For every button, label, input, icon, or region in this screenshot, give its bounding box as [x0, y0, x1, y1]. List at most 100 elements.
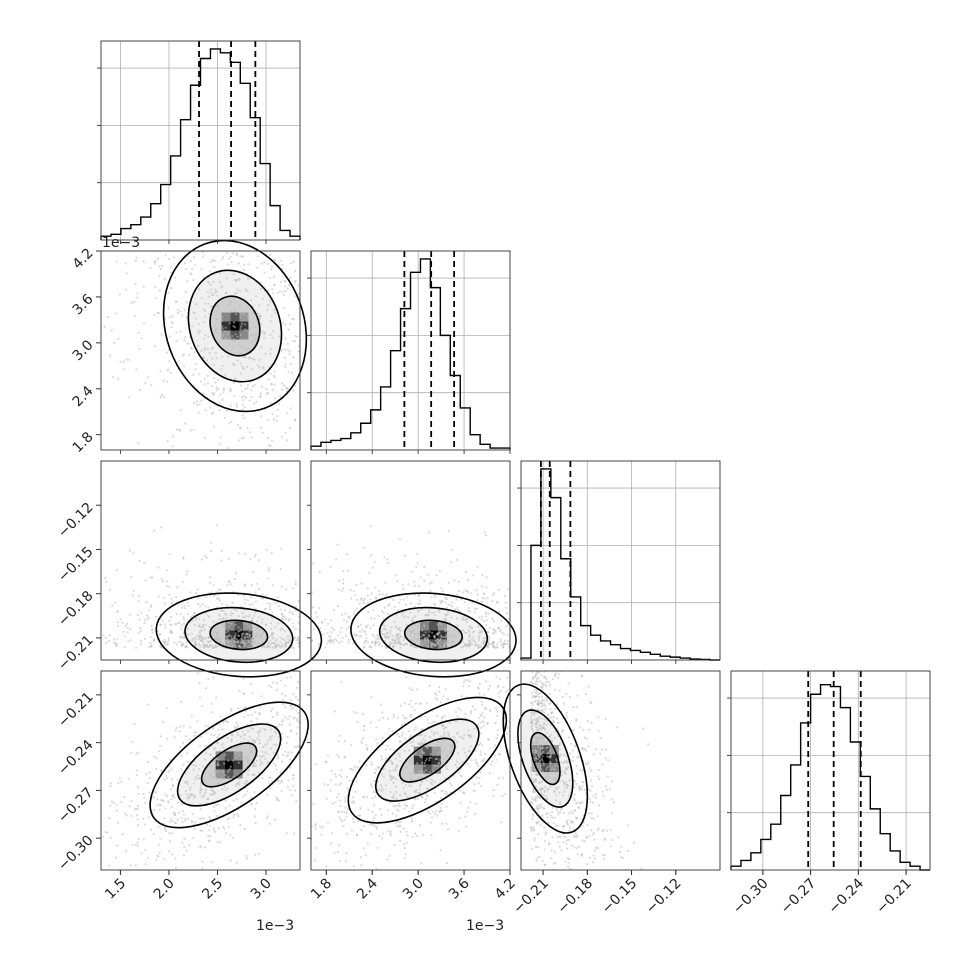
scatter-point [315, 763, 318, 766]
scatter-point [336, 543, 339, 546]
scatter-point [224, 330, 227, 333]
scatter-point [241, 641, 244, 644]
scatter-point [536, 644, 538, 646]
scatter-point [216, 597, 219, 601]
scatter-point [269, 227, 271, 229]
scatter-point [324, 288, 326, 290]
scatter-point [182, 725, 185, 728]
scatter-point [98, 844, 100, 846]
scatter-point [289, 699, 293, 702]
scatter-point [284, 323, 287, 326]
scatter-point [368, 645, 371, 648]
scatter-point [303, 332, 305, 334]
scatter-point [495, 709, 498, 712]
scatter-point [489, 763, 492, 766]
scatter-point [394, 804, 397, 807]
scatter-point [289, 676, 292, 679]
scatter-point [184, 817, 187, 820]
scatter-point [140, 337, 143, 340]
scatter-point [423, 770, 426, 774]
scatter-point [487, 738, 490, 741]
scatter-point [386, 562, 389, 565]
scatter-point [214, 776, 217, 779]
scatter-point [491, 594, 494, 597]
scatter-point [185, 301, 188, 304]
scatter-point [163, 858, 166, 861]
scatter-point [109, 804, 112, 807]
scatter-point [260, 262, 263, 265]
scatter-point [348, 635, 350, 637]
scatter-point [364, 640, 367, 643]
scatter-point [546, 661, 548, 663]
scatter-point [155, 858, 158, 861]
scatter-point [304, 794, 306, 796]
density-peak-bin [540, 754, 550, 764]
scatter-point [90, 816, 92, 818]
scatter-point [201, 637, 204, 640]
scatter-point [383, 627, 386, 631]
scatter-point [334, 643, 336, 645]
scatter-point [308, 622, 310, 624]
scatter-point [381, 711, 384, 714]
scatter-point [158, 289, 161, 292]
scatter-point [307, 713, 309, 715]
scatter-point [267, 436, 270, 440]
scatter-point [187, 817, 190, 820]
scatter-point [210, 412, 213, 415]
scatter-point [182, 632, 185, 635]
scatter-point [480, 785, 483, 788]
scatter-point [303, 753, 305, 755]
scatter-point [375, 738, 378, 741]
scatter-point [221, 778, 224, 781]
scatter-point [247, 180, 249, 182]
scatter-point [366, 587, 369, 590]
scatter-point [153, 808, 156, 811]
scatter-point [547, 647, 549, 649]
scatter-point [234, 727, 237, 730]
scatter-point [94, 217, 96, 219]
scatter-point [284, 365, 287, 369]
scatter-point [236, 593, 239, 596]
scatter-point [254, 635, 257, 639]
scatter-point [337, 583, 339, 585]
scatter-point [284, 279, 287, 283]
scatter-point [333, 851, 336, 855]
scatter-point [474, 641, 477, 644]
scatter-point [176, 308, 179, 311]
scatter-point [213, 248, 215, 250]
scatter-point [583, 645, 585, 647]
scatter-point [170, 805, 173, 809]
scatter-point [291, 707, 295, 710]
scatter-point [227, 224, 229, 226]
scatter-point [212, 594, 215, 597]
scatter-point [332, 639, 335, 642]
scatter-point [439, 748, 442, 751]
scatter-point [242, 338, 245, 341]
scatter-point [234, 632, 237, 635]
scatter-point [288, 353, 291, 356]
scatter-point [375, 827, 378, 830]
scatter-point [485, 576, 488, 579]
scatter-point [142, 817, 145, 821]
scatter-point [478, 616, 481, 619]
scatter-point [423, 642, 426, 645]
scatter-point [107, 316, 110, 319]
scatter-point [202, 255, 205, 258]
scatter-point [103, 576, 107, 580]
scatter-point [470, 734, 473, 737]
scatter-point [135, 752, 138, 755]
scatter-point [225, 643, 228, 646]
scatter-point [605, 748, 608, 751]
scatter-point [251, 773, 254, 777]
scatter-point [477, 552, 479, 554]
scatter-point [216, 770, 219, 773]
scatter-point [349, 767, 352, 771]
scatter-point [337, 637, 339, 639]
scatter-point [540, 806, 543, 809]
scatter-point [421, 644, 424, 647]
scatter-point [230, 738, 233, 741]
scatter-point [242, 399, 245, 402]
scatter-point [189, 346, 193, 349]
scatter-point [304, 646, 306, 648]
scatter-point [252, 640, 255, 643]
